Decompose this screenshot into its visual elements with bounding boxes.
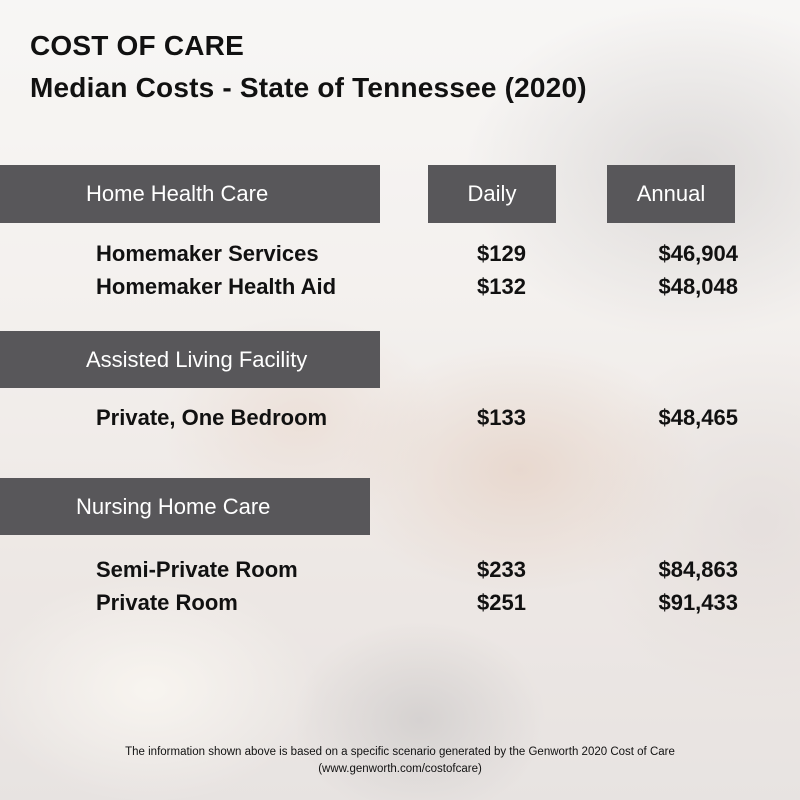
section-title: Assisted Living Facility [86, 346, 308, 372]
row-daily-cost: $129 [477, 241, 526, 266]
row-annual-cost: $46,904 [658, 241, 738, 266]
page-subtitle: Median Costs - State of Tennessee (2020) [30, 72, 587, 103]
column-header-label: Annual [636, 181, 706, 206]
row-annual-cost: $48,048 [658, 274, 738, 299]
row-label: Homemaker Services [96, 241, 319, 266]
row-annual-cost: $91,433 [658, 590, 738, 615]
section-title: Nursing Home Care [76, 493, 271, 519]
footnote-text: The information shown above is based on … [125, 746, 675, 758]
column-header-daily: Daily [428, 165, 556, 223]
row-daily-cost: $233 [477, 557, 526, 582]
row-daily-cost: $132 [477, 274, 526, 299]
row-annual-cost: $84,863 [658, 557, 738, 582]
row-label: Homemaker Health Aid [96, 274, 337, 299]
row-annual-cost: $48,465 [658, 405, 738, 430]
section-header-home-health-care: Home Health Care [0, 165, 380, 223]
row-label: Private, One Bedroom [96, 405, 328, 430]
section-title: Home Health Care [86, 181, 269, 206]
source-footnote: The information shown above is based on … [0, 744, 800, 778]
row-daily-cost: $251 [477, 590, 526, 615]
column-header-annual: Annual [607, 165, 735, 223]
column-header-label: Daily [467, 181, 517, 206]
section-header-nursing-home-care: Nursing Home Care [0, 478, 370, 535]
row-label: Private Room [96, 590, 238, 615]
page-title: COST OF CARE [30, 30, 244, 61]
section-header-assisted-living: Assisted Living Facility [0, 331, 380, 388]
footnote-url: (www.genworth.com/costofcare) [318, 763, 482, 775]
row-label: Semi-Private Room [96, 557, 298, 582]
row-daily-cost: $133 [477, 405, 526, 430]
